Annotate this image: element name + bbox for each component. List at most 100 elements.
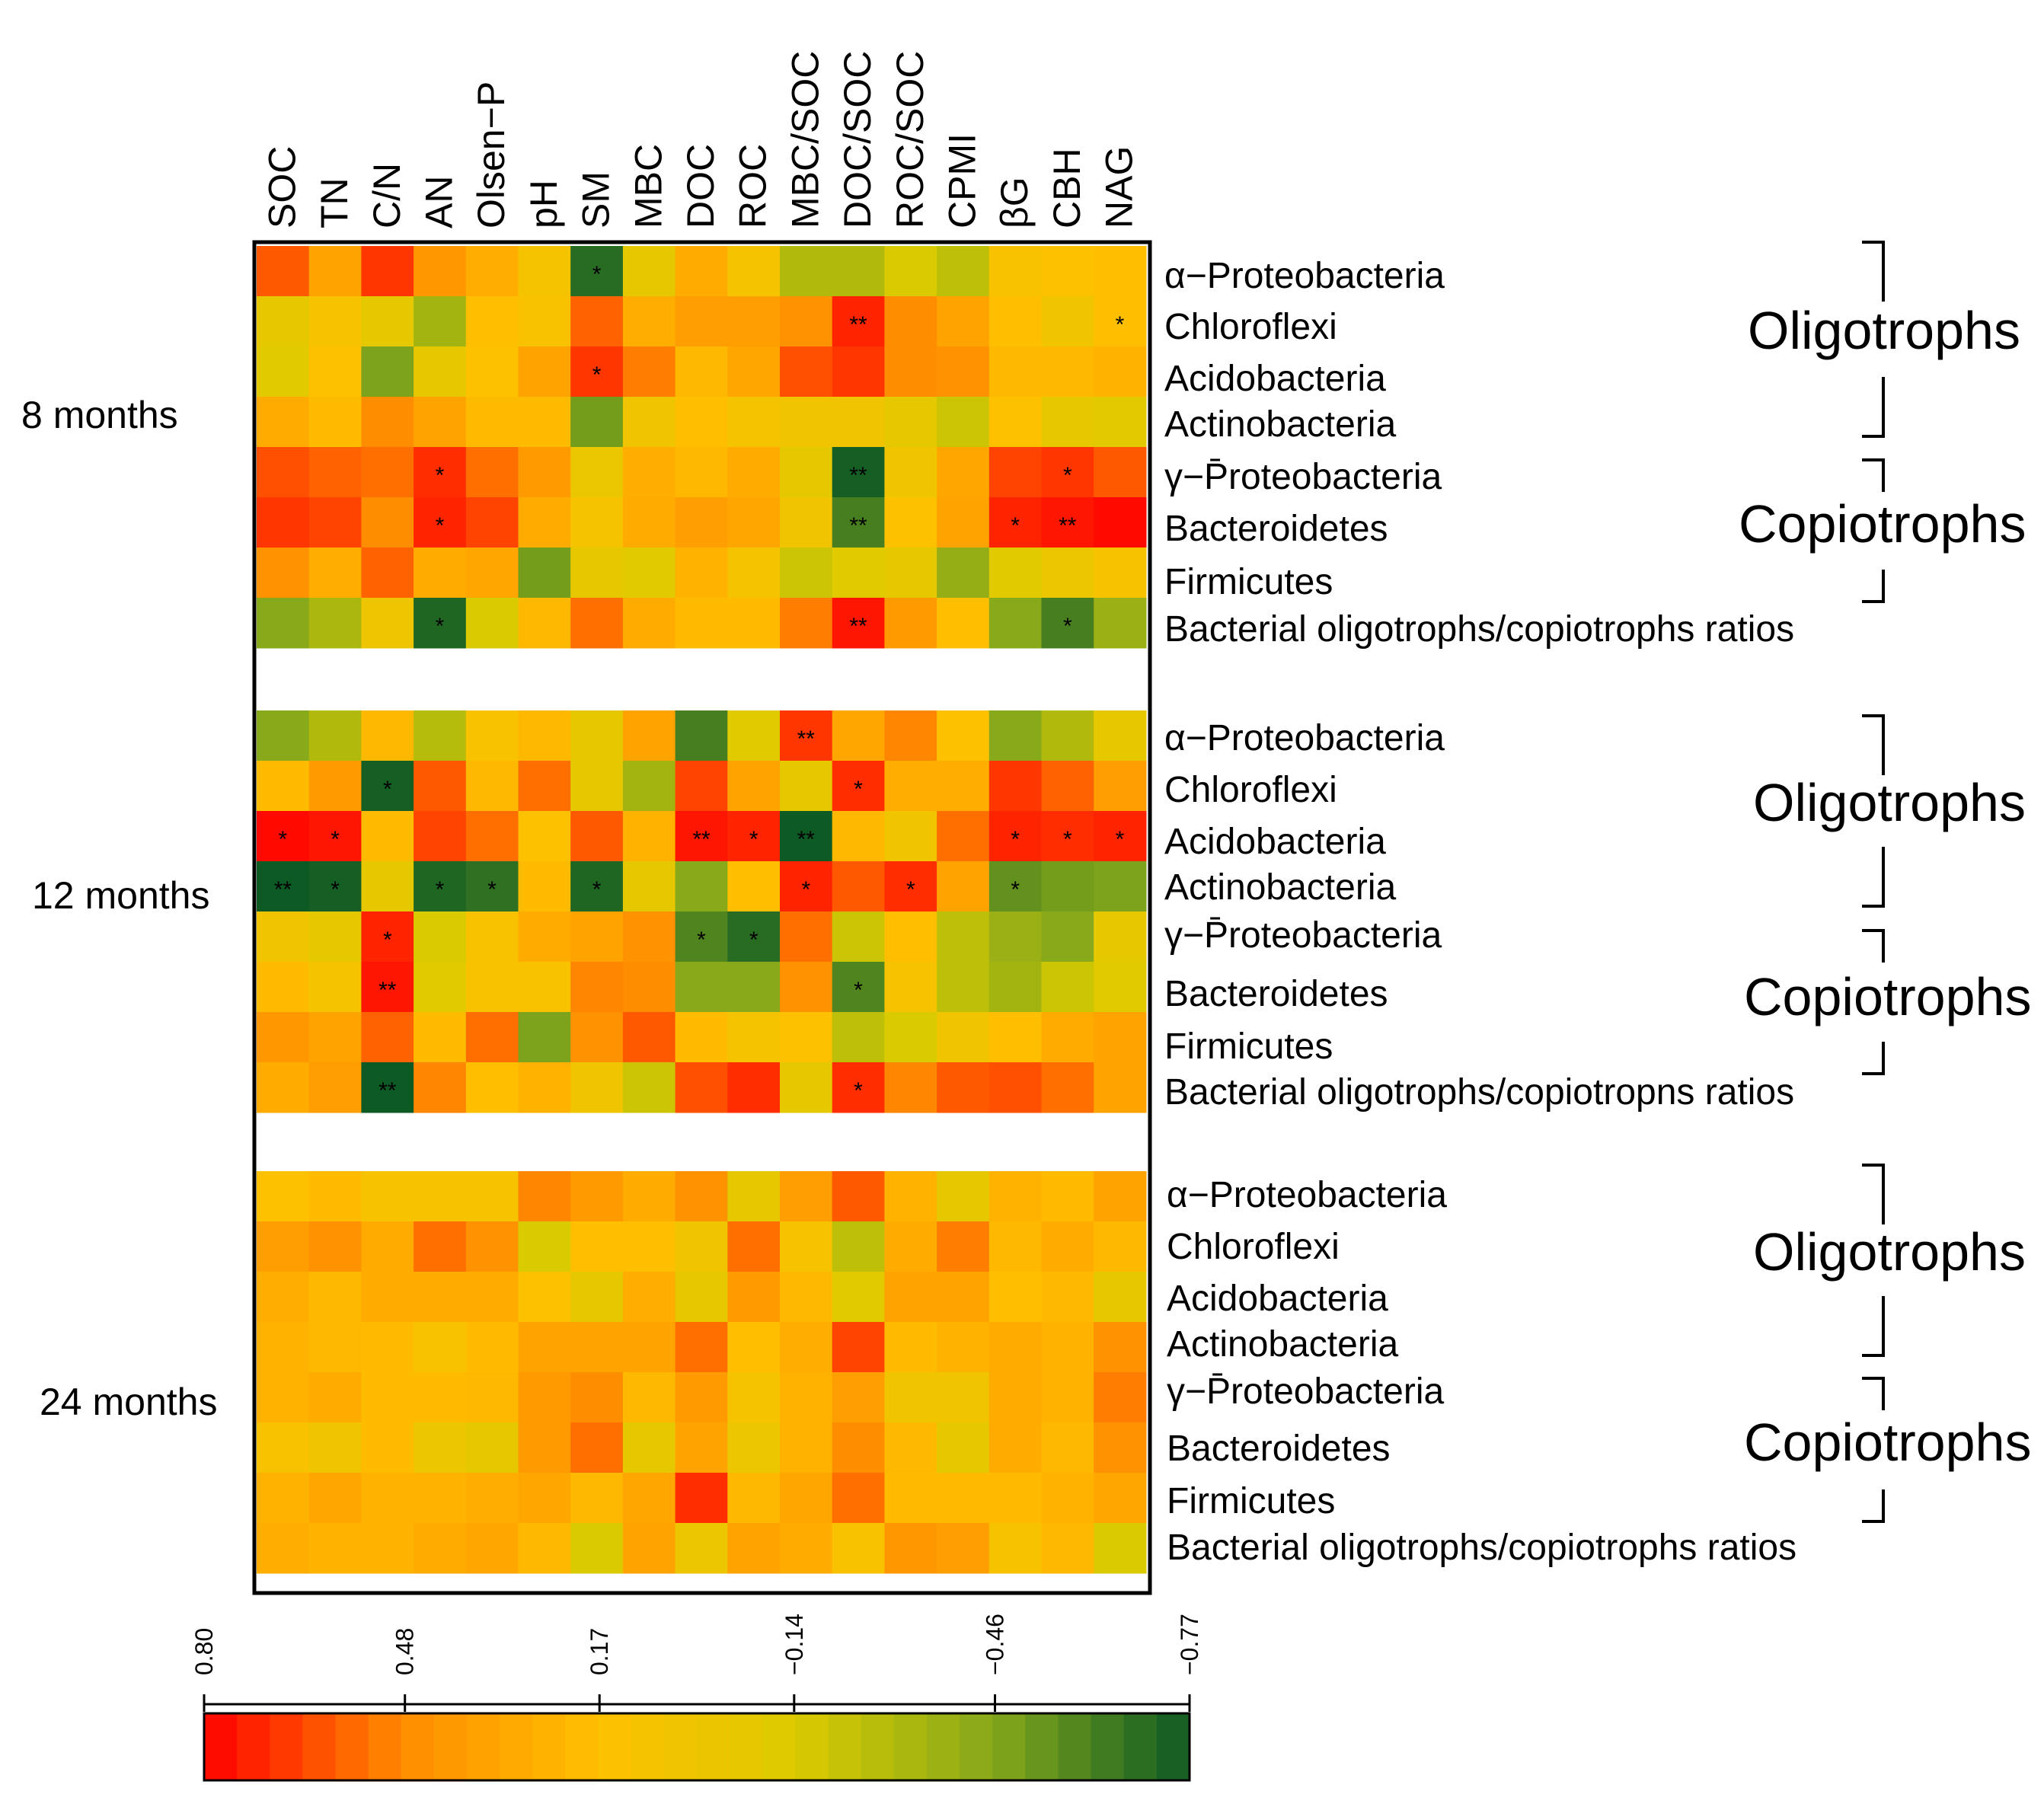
row-label: Bacterial oligotrophs/copiotrophs ratios — [1167, 1528, 1796, 1568]
heatmap-cell — [1041, 548, 1094, 599]
row-label: Firmicutes — [1164, 1026, 1333, 1067]
heatmap-cell — [308, 1523, 362, 1574]
heatmap-cell — [1094, 296, 1147, 347]
heatmap-cell — [884, 962, 937, 1013]
significance-mark: * — [854, 978, 863, 1003]
heatmap-cell — [937, 246, 990, 297]
heatmap-cell — [1094, 1012, 1147, 1063]
heatmap-cell — [570, 1062, 624, 1113]
heatmap-cell — [1094, 811, 1147, 862]
heatmap-cell — [884, 1372, 937, 1423]
time-label: 24 months — [40, 1381, 217, 1423]
heatmap-cell — [308, 1473, 362, 1524]
heatmap-cell — [675, 1062, 728, 1113]
heatmap-cell — [518, 861, 571, 912]
heatmap-cell — [1041, 246, 1094, 297]
heatmap-cell — [937, 598, 990, 649]
time-labels: 8 months 12 months 24 months — [21, 394, 217, 1423]
significance-mark: ** — [797, 726, 816, 752]
row-label: α−Proteobacteria — [1164, 718, 1445, 758]
heatmap-cell — [780, 1171, 833, 1222]
heatmap-cell — [570, 598, 624, 649]
row-label: Chloroflexi — [1164, 307, 1337, 347]
heatmap-cell — [257, 1062, 310, 1113]
heatmap-cell — [465, 1272, 519, 1323]
heatmap-cell — [570, 1012, 624, 1063]
heatmap-cell — [622, 447, 676, 498]
heatmap-cell — [780, 710, 833, 761]
heatmap-cell — [884, 1322, 937, 1373]
heatmap-cell — [675, 1473, 728, 1524]
heatmap-cell — [414, 1372, 467, 1423]
significance-mark: ** — [849, 513, 867, 538]
heatmap-cell — [988, 548, 1043, 599]
colorbar-frame — [203, 1712, 1191, 1782]
heatmap-cell — [414, 761, 467, 812]
heatmap-cell — [727, 1322, 781, 1373]
heatmap-cell — [570, 1272, 624, 1323]
heatmap-cell — [518, 1422, 571, 1473]
heatmap-cell — [414, 1062, 467, 1113]
heatmap-cell — [361, 811, 414, 862]
heatmap-cell — [570, 397, 624, 448]
heatmap-cell — [257, 1171, 310, 1222]
heatmap-cell — [465, 296, 519, 347]
heatmap-cell — [465, 497, 519, 548]
heatmap-cell — [518, 1322, 571, 1373]
heatmap-cell — [518, 246, 571, 297]
heatmap-cell — [518, 1062, 571, 1113]
heatmap-cell — [361, 548, 414, 599]
heatmap-cell — [884, 296, 937, 347]
heatmap-cell — [1041, 1523, 1094, 1574]
heatmap-cell — [832, 861, 885, 912]
column-label: CPMI — [941, 133, 983, 228]
colorbar-band — [565, 1713, 599, 1780]
heatmap-cell — [518, 811, 571, 862]
heatmap-cell — [988, 1221, 1043, 1272]
heatmap-cell — [518, 962, 571, 1013]
significance-mark: * — [1011, 513, 1020, 538]
heatmap-cell — [257, 1422, 310, 1473]
heatmap-cell — [727, 548, 781, 599]
heatmap-cell — [465, 710, 519, 761]
heatmap-cell — [257, 962, 310, 1013]
heatmap-block-3 — [257, 1171, 1147, 1574]
heatmap-cell — [257, 1372, 310, 1423]
heatmap-cell — [780, 1221, 833, 1272]
colorbar-band — [204, 1713, 238, 1780]
significance-mark: ** — [849, 312, 867, 337]
column-label: C/N — [366, 163, 408, 228]
heatmap-cell — [518, 710, 571, 761]
heatmap-cell — [1094, 346, 1147, 397]
heatmap-cell — [988, 296, 1043, 347]
heatmap-cell — [988, 1272, 1043, 1323]
colorbar-band — [861, 1713, 895, 1780]
row-label: Acidobacteria — [1167, 1279, 1388, 1319]
heatmap-cell — [518, 1272, 571, 1323]
heatmap-cell — [361, 1422, 414, 1473]
heatmap-cell — [570, 1171, 624, 1222]
time-label: 12 months — [32, 874, 209, 917]
heatmap-cell — [1041, 1322, 1094, 1373]
heatmap-cell — [988, 761, 1043, 812]
oligotrophs-bracket — [1862, 714, 1885, 908]
heatmap-cell — [832, 962, 885, 1013]
colorbar-band — [270, 1713, 303, 1780]
heatmap-cell — [832, 1523, 885, 1574]
heatmap-cell — [622, 710, 676, 761]
heatmap-cell — [465, 1473, 519, 1524]
row-label: Firmicutes — [1167, 1481, 1335, 1521]
heatmap-cell — [832, 811, 885, 862]
heatmap-cell — [675, 397, 728, 448]
heatmap-cell — [518, 1372, 571, 1423]
oligotrophs-label: Oligotrophs — [1753, 1222, 2026, 1282]
row-label: Bacteroidetes — [1164, 509, 1388, 549]
heatmap-cell — [361, 861, 414, 912]
heatmap-cell — [780, 761, 833, 812]
heatmap-frame — [252, 240, 1152, 1595]
heatmap-cell — [622, 1523, 676, 1574]
colorbar-band — [1091, 1713, 1125, 1780]
heatmap-cell — [257, 1322, 310, 1373]
heatmap-cell — [1094, 1171, 1147, 1222]
heatmap-cell — [257, 1272, 310, 1323]
